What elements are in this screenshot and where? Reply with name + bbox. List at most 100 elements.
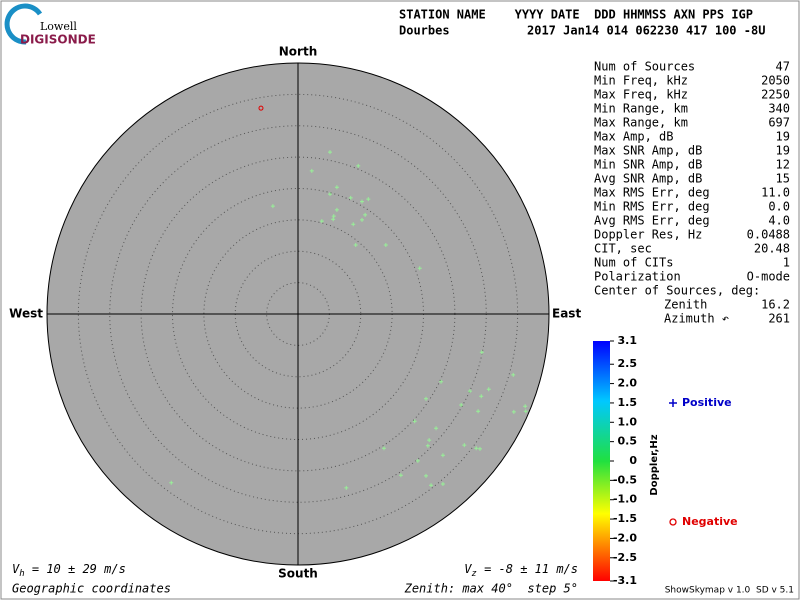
colorbar-tick-label: -3.1 (613, 574, 637, 587)
source-positive (328, 192, 333, 197)
stat-value: 697 (768, 116, 790, 130)
source-positive (319, 219, 324, 224)
colorbar-tick-label: 1.5 (618, 396, 638, 409)
legend-label: Positive (682, 396, 732, 409)
source-positive (479, 350, 484, 355)
center-value: 261 (768, 312, 790, 326)
source-positive (424, 396, 429, 401)
source-positive (417, 266, 422, 271)
source-positive (331, 214, 336, 219)
stat-value: 20.48 (754, 242, 790, 256)
legend-symbol (669, 518, 677, 526)
source-negative (258, 105, 264, 111)
source-positive (440, 453, 445, 458)
stat-value: O-mode (747, 270, 790, 284)
source-positive (486, 387, 491, 392)
stat-label: CIT, sec (594, 242, 652, 256)
source-positive (523, 409, 528, 414)
source-positive (415, 458, 420, 463)
source-positive (363, 212, 368, 217)
stat-label: Doppler Res, Hz (594, 228, 702, 242)
station: Dourbes (399, 24, 450, 38)
stat-value: 19 (776, 144, 790, 158)
stat-label: Max Range, km (594, 116, 688, 130)
stat-label: Max SNR Amp, dB (594, 144, 702, 158)
west-label: West (9, 307, 43, 321)
stat-label: Max Amp, dB (594, 130, 673, 144)
colorbar (593, 341, 610, 581)
stat-label: Polarization (594, 270, 681, 284)
source-positive (429, 483, 434, 488)
logo-top: Lowell (40, 20, 77, 33)
source-positive (169, 480, 174, 485)
footer-right: ShowSkymap v 1.0 SD v 5.1 (665, 586, 794, 596)
source-positive (479, 394, 484, 399)
colorbar-tick-label: -1.0 (613, 493, 637, 506)
source-positive (434, 426, 439, 431)
logo-bottom: DIGISONDE (20, 33, 96, 47)
colorbar-tick-label: 0.5 (618, 435, 638, 448)
colorbar-tick-label: -1.5 (613, 512, 637, 525)
source-positive (360, 217, 365, 222)
colorbar-tick-label: 3.1 (618, 334, 638, 347)
stat-value: 2250 (761, 88, 790, 102)
source-positive (439, 379, 444, 384)
stat-value: 11.0 (761, 186, 790, 200)
source-positive (348, 195, 353, 200)
colorbar-tick-label: 2.0 (618, 377, 638, 390)
stat-label: Num of CITs (594, 256, 673, 270)
footer-mid: Zenith: max 40° step 5° (404, 582, 578, 596)
stat-value: 0.0488 (747, 228, 790, 242)
source-positive (331, 217, 336, 222)
east-label: East (552, 307, 581, 321)
stat-label: Min RMS Err, deg (594, 200, 710, 214)
stat-value: 12 (776, 158, 790, 172)
source-positive (383, 242, 388, 247)
colorbar-tick-label: -0.5 (613, 473, 637, 486)
source-positive (425, 443, 430, 448)
colorbar-tick-label: -2.5 (613, 551, 637, 564)
source-positive (353, 242, 358, 247)
stat-label: Max Freq, kHz (594, 88, 688, 102)
colorbar-tick-label: 2.5 (618, 357, 638, 370)
source-positive (366, 197, 371, 202)
colorbar-tick-label: -2.0 (613, 531, 637, 544)
source-positive (523, 404, 528, 409)
source-positive (459, 402, 464, 407)
footer-left: Geographic coordinates (12, 582, 171, 596)
stat-label: Num of Sources (594, 60, 695, 74)
stat-label: Avg SNR Amp, dB (594, 172, 702, 186)
stat-label: Min Freq, kHz (594, 74, 688, 88)
south-label: South (278, 567, 318, 581)
stat-value: 47 (776, 60, 790, 74)
source-positive (344, 485, 349, 490)
colorbar-tick-label: 1.0 (618, 415, 638, 428)
source-positive (334, 207, 339, 212)
stat-value: 340 (768, 102, 790, 116)
header-values: 2017 Jan14 014 062230 417 100 -8U (527, 24, 765, 38)
center-label: Zenith (664, 298, 707, 312)
header-row: STATION NAME YYYY DATE DDD HHMMSS AXN PP… (399, 8, 753, 22)
source-positive (412, 419, 417, 424)
stat-label: Avg RMS Err, deg (594, 214, 710, 228)
source-positive (309, 168, 314, 173)
source-positive (467, 389, 472, 394)
source-positive (462, 443, 467, 448)
source-positive (398, 473, 403, 478)
stat-value: 4.0 (768, 214, 790, 228)
stat-label: Min Range, km (594, 102, 688, 116)
source-positive (511, 372, 516, 377)
stat-label: Min SNR Amp, dB (594, 158, 702, 172)
source-positive (270, 204, 275, 209)
source-positive (334, 185, 339, 190)
source-positive (351, 222, 356, 227)
legend-label: Negative (682, 515, 738, 528)
source-positive (440, 482, 445, 487)
stat-value: 2050 (761, 74, 790, 88)
source-positive (511, 409, 516, 414)
colorbar-tick-label: 0 (629, 454, 637, 467)
source-positive (477, 446, 482, 451)
center-title: Center of Sources, deg: (594, 284, 760, 298)
center-label: Azimuth ↶ (664, 312, 729, 326)
